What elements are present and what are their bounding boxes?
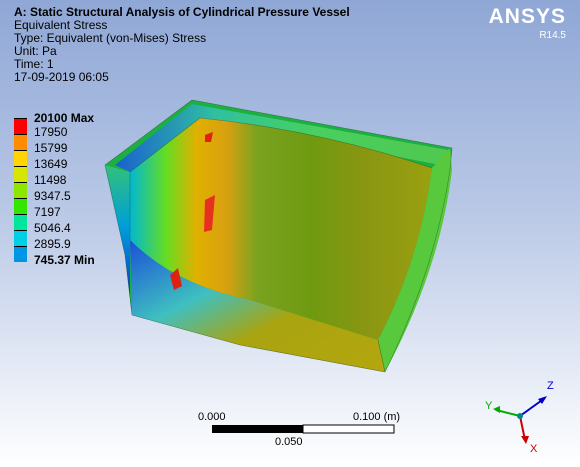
triad-y-arrow	[493, 406, 500, 413]
scale-end-label: 0.100 (m)	[353, 411, 401, 423]
legend-swatch-7	[14, 214, 27, 230]
legend-value-6: 7197	[34, 205, 61, 219]
triad-x-arrow	[521, 436, 529, 444]
vessel-inner-surface	[130, 118, 432, 340]
scale-bar-white	[302, 424, 395, 434]
legend-swatch-8	[14, 230, 27, 246]
scale-mid-label: 0.050	[275, 436, 303, 448]
scale-start-label: 0.000	[198, 411, 226, 423]
vessel-left-wall	[105, 165, 132, 315]
legend-min: 745.37 Min	[34, 253, 95, 267]
legend-value-5: 9347.5	[34, 189, 71, 203]
legend-swatch-5	[14, 182, 27, 198]
result-name: Equivalent Stress	[14, 18, 108, 32]
stress-hotspot-3	[205, 132, 213, 142]
legend-swatch-4	[14, 166, 27, 182]
legend-value-4: 11498	[34, 173, 67, 187]
coordinate-triad[interactable]	[493, 396, 547, 444]
legend-swatch-1	[14, 118, 27, 134]
legend-value-7: 5046.4	[34, 221, 71, 235]
legend-swatch-3	[14, 150, 27, 166]
legend-max: 20100 Max	[34, 111, 95, 125]
result-time: Time: 1	[14, 57, 54, 71]
triad-z-arrow	[538, 396, 547, 404]
legend-swatch-6	[14, 198, 27, 214]
legend-value-2: 15799	[34, 141, 68, 155]
legend-value-1: 17950	[34, 125, 68, 139]
ansys-logo: ANSYS R14.5	[489, 5, 566, 41]
legend-swatch-2	[14, 134, 27, 150]
triad-y-label: Y	[485, 400, 493, 412]
stress-hotspot-2	[170, 268, 182, 290]
vessel-edges	[104, 99, 453, 373]
analysis-title: A: Static Structural Analysis of Cylindr…	[14, 5, 350, 19]
vessel-bottom-face	[130, 240, 385, 372]
stress-hotspot-1	[204, 195, 215, 232]
vessel-right-face	[378, 148, 452, 372]
triad-x-label: X	[530, 443, 538, 455]
scale-bar-black	[212, 425, 303, 433]
result-unit: Unit: Pa	[14, 44, 57, 58]
triad-origin	[517, 413, 523, 419]
triad-z-label: Z	[547, 380, 554, 392]
brand-version: R14.5	[539, 30, 566, 41]
legend-value-8: 2895.9	[34, 237, 71, 251]
legend-swatch-9	[14, 246, 27, 262]
legend-value-3: 13649	[34, 157, 68, 171]
result-date: 17-09-2019 06:05	[14, 70, 109, 84]
brand-name: ANSYS	[488, 5, 566, 28]
result-type: Type: Equivalent (von-Mises) Stress	[14, 31, 207, 45]
